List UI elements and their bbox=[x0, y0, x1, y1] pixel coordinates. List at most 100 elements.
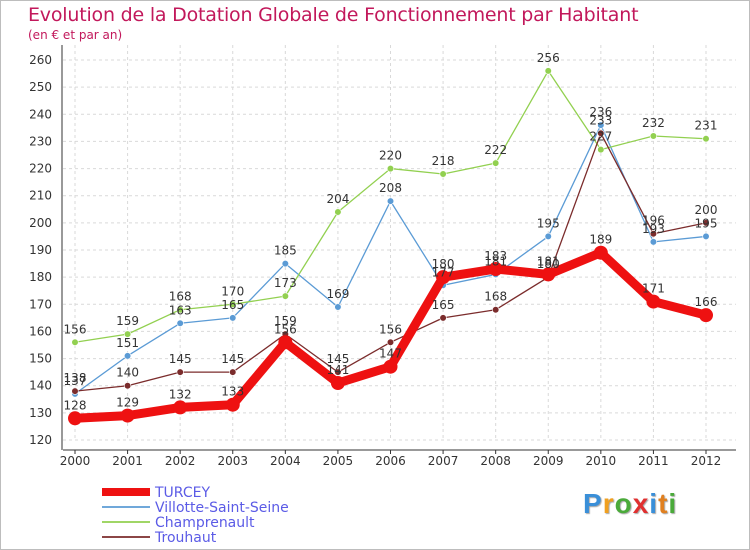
x-tick-label: 2001 bbox=[112, 454, 143, 468]
logo-letter: x bbox=[632, 488, 650, 519]
grid bbox=[63, 45, 736, 441]
data-label-turcey: 132 bbox=[169, 387, 192, 401]
legend-label-trouhaut: Trouhaut bbox=[154, 530, 217, 546]
x-tick-label: 2012 bbox=[691, 454, 722, 468]
x-tick-label: 2007 bbox=[428, 454, 459, 468]
data-label-trouhaut: 140 bbox=[116, 366, 139, 380]
data-label-turcey: 181 bbox=[537, 254, 560, 268]
point-champrenault bbox=[544, 67, 552, 75]
data-label-trouhaut: 145 bbox=[221, 352, 244, 366]
y-tick-label: 120 bbox=[29, 433, 52, 447]
point-champrenault bbox=[702, 135, 710, 143]
point-trouhaut bbox=[123, 382, 132, 390]
data-label-trouhaut: 165 bbox=[432, 298, 455, 312]
data-label-villotte-saint-seine: 208 bbox=[379, 181, 402, 195]
point-villotte-saint-seine bbox=[702, 232, 710, 241]
series bbox=[68, 67, 713, 426]
data-label-trouhaut: 156 bbox=[379, 322, 402, 336]
point-trouhaut bbox=[334, 368, 342, 376]
data-label-villotte-saint-seine: 181 bbox=[484, 254, 507, 268]
data-label-champrenault: 173 bbox=[274, 276, 297, 290]
data-label-champrenault: 231 bbox=[695, 119, 718, 133]
point-trouhaut bbox=[71, 387, 79, 395]
y-tick-label: 250 bbox=[29, 80, 52, 94]
logo-letter: r bbox=[602, 488, 615, 519]
data-label-trouhaut: 159 bbox=[274, 314, 297, 328]
point-trouhaut bbox=[386, 338, 395, 346]
y-tick-label: 180 bbox=[29, 270, 52, 284]
x-tick-label: 2003 bbox=[217, 454, 248, 468]
point-turcey bbox=[278, 335, 293, 350]
data-label-villotte-saint-seine: 169 bbox=[326, 287, 349, 301]
y-tick-label: 140 bbox=[29, 379, 52, 393]
point-champrenault bbox=[386, 164, 395, 173]
data-label-trouhaut: 145 bbox=[326, 352, 349, 366]
chart-subtitle: (en € et par an) bbox=[28, 28, 123, 42]
point-villotte-saint-seine bbox=[649, 238, 658, 246]
data-label-champrenault: 220 bbox=[379, 149, 402, 163]
data-label-turcey: 183 bbox=[484, 249, 507, 263]
data-label-villotte-saint-seine: 236 bbox=[589, 105, 612, 119]
data-label-villotte-saint-seine: 165 bbox=[221, 298, 244, 312]
data-label-turcey: 189 bbox=[589, 233, 612, 247]
y-tick-label: 150 bbox=[29, 352, 52, 366]
point-trouhaut bbox=[229, 368, 237, 376]
data-label-turcey: 133 bbox=[221, 385, 244, 399]
data-label-champrenault: 218 bbox=[432, 154, 455, 168]
point-villotte-saint-seine bbox=[544, 232, 552, 241]
y-tick-label: 170 bbox=[29, 297, 52, 311]
logo-letter: i bbox=[649, 488, 659, 519]
legend: TURCEYVillotte-Saint-SeineChamprenaultTr… bbox=[102, 485, 289, 546]
chart-title: Evolution de la Dotation Globale de Fonc… bbox=[28, 4, 639, 26]
data-label-trouhaut: 196 bbox=[642, 214, 665, 228]
x-tick-label: 2006 bbox=[375, 454, 406, 468]
point-villotte-saint-seine bbox=[123, 352, 132, 360]
point-turcey bbox=[436, 270, 451, 285]
y-tick-label: 160 bbox=[29, 324, 52, 338]
point-turcey bbox=[593, 245, 608, 260]
data-label-villotte-saint-seine: 151 bbox=[116, 336, 139, 350]
legend-label-turcey: TURCEY bbox=[154, 485, 210, 501]
y-tick-label: 200 bbox=[29, 216, 52, 230]
data-label-villotte-saint-seine: 137 bbox=[64, 374, 87, 388]
point-trouhaut bbox=[597, 129, 605, 137]
point-villotte-saint-seine bbox=[386, 197, 395, 205]
data-label-champrenault: 159 bbox=[116, 314, 139, 328]
point-trouhaut bbox=[176, 368, 184, 376]
data-label-villotte-saint-seine: 193 bbox=[642, 222, 665, 236]
data-label-champrenault: 168 bbox=[169, 290, 192, 304]
point-trouhaut bbox=[439, 314, 447, 322]
x-tick-label: 2004 bbox=[270, 454, 301, 468]
y-tick-label: 130 bbox=[29, 406, 52, 420]
data-label-trouhaut: 200 bbox=[695, 203, 718, 217]
x-tick-label: 2011 bbox=[638, 454, 669, 468]
data-label-champrenault: 227 bbox=[589, 130, 612, 144]
logo-letter: o bbox=[614, 488, 633, 519]
point-turcey bbox=[173, 400, 188, 415]
x-tick-label: 2000 bbox=[60, 454, 91, 468]
data-label-champrenault: 204 bbox=[326, 192, 349, 206]
point-villotte-saint-seine bbox=[229, 314, 237, 322]
data-label-turcey: 156 bbox=[274, 322, 297, 336]
point-villotte-saint-seine bbox=[281, 259, 289, 268]
data-label-champrenault: 156 bbox=[64, 322, 87, 336]
data-label-champrenault: 170 bbox=[221, 284, 244, 298]
point-trouhaut bbox=[702, 219, 710, 227]
data-label-champrenault: 232 bbox=[642, 116, 665, 130]
point-villotte-saint-seine bbox=[334, 303, 342, 311]
point-champrenault bbox=[123, 330, 132, 338]
data-label-villotte-saint-seine: 195 bbox=[537, 216, 560, 230]
point-turcey bbox=[330, 376, 345, 390]
x-tick-label: 2005 bbox=[323, 454, 354, 468]
data-label-trouhaut: 168 bbox=[484, 290, 507, 304]
data-label-champrenault: 222 bbox=[484, 143, 507, 157]
data-label-turcey: 129 bbox=[116, 396, 139, 410]
data-label-villotte-saint-seine: 195 bbox=[695, 216, 718, 230]
y-tick-label: 230 bbox=[29, 134, 52, 148]
point-champrenault bbox=[597, 145, 605, 154]
data-label-turcey: 141 bbox=[326, 363, 349, 377]
y-tick-label: 190 bbox=[29, 243, 52, 257]
point-turcey bbox=[646, 294, 661, 309]
data-label-turcey: 180 bbox=[432, 257, 455, 271]
data-label-turcey: 171 bbox=[642, 282, 665, 296]
